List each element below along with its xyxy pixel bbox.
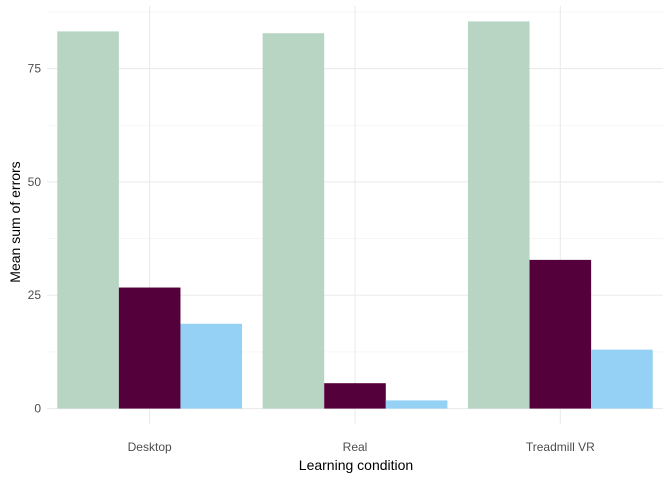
bar-desktop-series-1	[57, 31, 119, 409]
y-axis-title: Mean sum of errors	[7, 161, 23, 282]
bar-real-series-3	[385, 400, 448, 409]
x-axis-title: Learning condition	[299, 457, 413, 473]
bar-real-series-1	[262, 33, 325, 409]
bar-desktop-series-2	[118, 287, 181, 409]
y-axis-ticks: 0 25 50 75	[28, 62, 42, 416]
y-tick-label: 0	[34, 402, 41, 416]
x-tick-label: Real	[343, 440, 368, 454]
bars-layer	[57, 21, 653, 409]
bar-treadmill-vr-series-1	[467, 21, 530, 409]
x-axis-ticks: Desktop Real Treadmill VR	[128, 440, 595, 454]
bar-treadmill-vr-series-3	[591, 349, 653, 409]
y-tick-label: 25	[28, 288, 42, 302]
x-tick-label: Treadmill VR	[526, 440, 595, 454]
y-tick-label: 50	[28, 175, 42, 189]
bar-real-series-2	[324, 383, 386, 409]
x-tick-label: Desktop	[128, 440, 172, 454]
bar-treadmill-vr-series-2	[529, 259, 592, 409]
bar-desktop-series-3	[180, 323, 243, 409]
y-tick-label: 75	[28, 62, 42, 76]
